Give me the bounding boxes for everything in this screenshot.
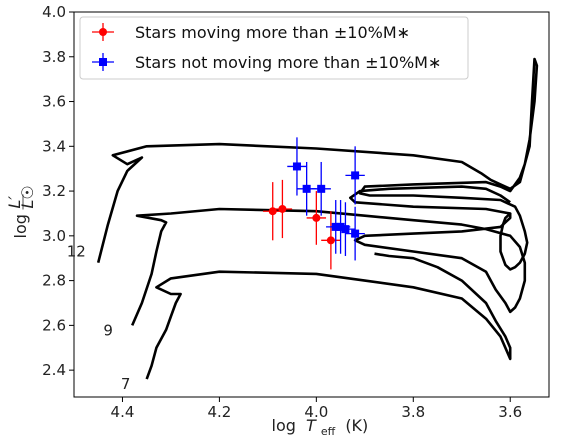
legend-circle [99, 28, 107, 36]
legend-marker-not-moving [92, 53, 114, 71]
track-label-9: 9 [103, 321, 113, 339]
not-moving-star-0 [287, 137, 307, 196]
y-tick-label: 3.4 [42, 137, 66, 155]
x-tick-label: 3.8 [401, 403, 425, 421]
square-marker [292, 162, 301, 171]
x-axis-label-unit: (K) [345, 416, 368, 435]
circle-marker [326, 236, 335, 245]
x-axis-label-symbol: T [306, 416, 317, 435]
y-tick-label: 3.0 [42, 227, 66, 245]
square-marker [317, 184, 326, 193]
y-axis-label-numerator: L′ [5, 196, 24, 209]
square-marker [341, 225, 350, 234]
legend-entry-moving: Stars moving more than ±10%M∗ [135, 23, 410, 42]
y-tick-label: 3.8 [42, 48, 66, 66]
not-moving-star-2 [311, 161, 331, 216]
moving-star-1 [272, 179, 293, 239]
not-moving-star-5 [335, 202, 356, 256]
square-marker [336, 222, 345, 231]
track-label-7: 7 [121, 375, 131, 393]
legend: Stars moving more than ±10%M∗ Stars not … [79, 16, 469, 80]
x-tick-label: 4.2 [207, 403, 231, 421]
x-tick-label: 4.0 [304, 403, 328, 421]
legend-frame [79, 16, 469, 80]
y-tick-label: 3.2 [42, 182, 66, 200]
legend-marker-moving [92, 23, 114, 41]
evolution-track-12 [96, 57, 539, 271]
y-tick-label: 4.0 [42, 3, 66, 21]
plot-frame [73, 11, 550, 398]
square-marker [351, 171, 360, 180]
moving-star-3 [321, 211, 341, 270]
x-axis-label-sub: eff [321, 425, 336, 437]
y-axis-label-denominator: L☉ [18, 185, 37, 208]
x-tick-label: 4.4 [111, 403, 135, 421]
x-axis-label: log T eff (K) [272, 416, 369, 437]
evolution-tracks [96, 57, 539, 380]
square-marker [351, 229, 360, 238]
y-tick-label: 2.8 [42, 272, 66, 290]
circle-marker [312, 213, 321, 222]
legend-entry-not-moving: Stars not moving more than ±10%M∗ [135, 53, 441, 72]
y-tick-label: 2.4 [42, 361, 66, 379]
not-moving-star-6 [345, 146, 365, 205]
evolution-track-9 [131, 207, 527, 326]
y-tick-label: 3.6 [42, 93, 66, 111]
data-points [263, 137, 365, 270]
y-axis-label: log L′ L☉ [5, 185, 37, 238]
moving-star-2 [306, 191, 327, 245]
evolution-track-7 [145, 252, 512, 380]
y-tick-label: 2.6 [42, 316, 66, 334]
track-label-12: 12 [67, 243, 86, 261]
x-axis-label-prefix: log [272, 416, 296, 435]
not-moving-star-7 [345, 206, 365, 261]
legend-square [99, 58, 107, 66]
axes: 4.4 4.2 4.0 3.8 3.6 2.4 2.6 2.8 3.0 3.2 3.4 3.6 3.8 4… [42, 3, 550, 421]
y-axis-label-prefix: log [11, 214, 30, 238]
x-tick-label: 3.6 [498, 403, 522, 421]
square-marker [302, 184, 311, 193]
circle-marker [278, 204, 287, 213]
